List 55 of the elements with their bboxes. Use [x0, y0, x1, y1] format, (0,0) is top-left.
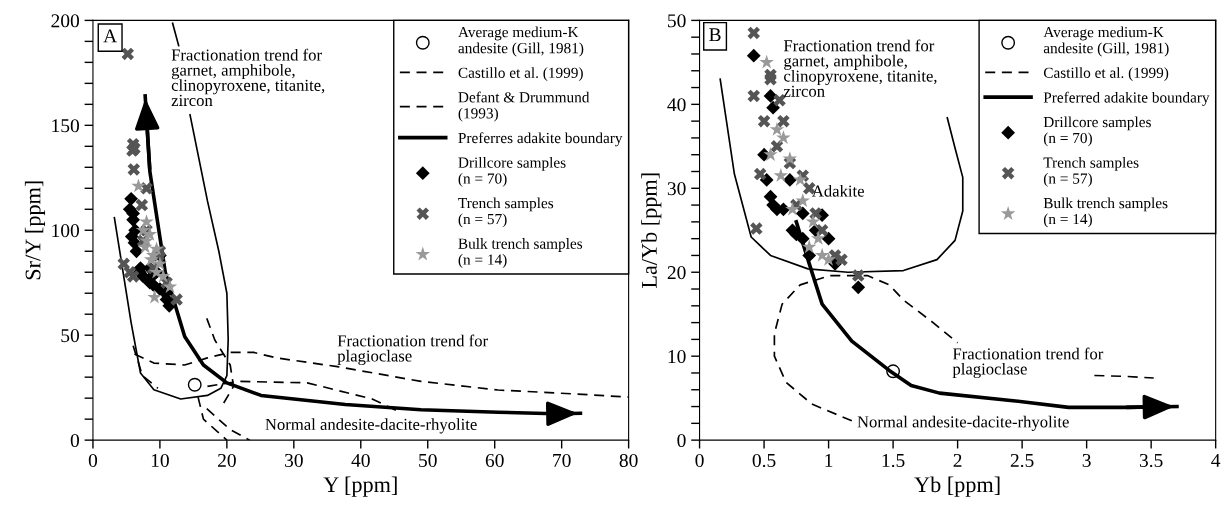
legend-label: Trench samples (n = 57) — [1043, 156, 1139, 187]
y-axis-title: Sr/Y [ppm] — [24, 181, 46, 280]
legend-label: Average medium-K andesite (Gill, 1981) — [1043, 26, 1169, 57]
annotation: Normal andesite-dacite-rhyolite — [857, 415, 1069, 431]
x-tick-label: 10 — [151, 453, 169, 468]
x-tick-label: 70 — [553, 453, 571, 468]
x-tick-label: 30 — [285, 453, 303, 468]
legend-label: Defant & Drummund (1993) — [458, 91, 590, 122]
y-tick-label: 40 — [667, 98, 686, 112]
x-tick-label: 40 — [351, 453, 370, 468]
legend-label: Drillcore samples (n = 70) — [1043, 116, 1151, 147]
legend-label: Castillo et al. (1999) — [458, 67, 583, 82]
annotation: B — [709, 28, 721, 42]
x-tick-label: 3.5 — [1139, 453, 1163, 468]
legend-label: Bulk trench samples (n = 14) — [458, 238, 583, 268]
legend-label: Trench samples (n = 57) — [458, 197, 554, 228]
x-tick-label: 2 — [953, 453, 962, 467]
legend-label: Bulk trench samples (n = 14) — [1043, 197, 1168, 228]
x-tick-label: 0 — [88, 453, 98, 468]
y-tick-label: 0 — [70, 433, 80, 448]
annotation: Fractionation trend for plagioclase — [337, 334, 488, 366]
y-tick-label: 20 — [667, 266, 686, 280]
legend-label: Drillcore samples (n = 70) — [458, 156, 566, 187]
y-tick-label: 200 — [51, 14, 80, 28]
x-tick-label: 60 — [485, 453, 504, 468]
x-tick-label: 1 — [825, 453, 833, 467]
y-tick-label: 10 — [668, 350, 686, 364]
y-tick-label: 150 — [52, 119, 80, 133]
x-tick-label: 1.5 — [882, 453, 905, 468]
legend-label: Average medium-K andesite (Gill, 1981) — [458, 26, 584, 57]
y-tick-label: 100 — [52, 224, 80, 238]
y-tick-label: 50 — [61, 329, 80, 343]
x-axis-title: Y [ppm] — [323, 476, 397, 497]
x-tick-label: 4 — [1211, 454, 1221, 467]
annotation: Fractionation trend for garnet, amphibole, clinopyroxene, titanite, zircon — [783, 39, 937, 97]
x-tick-label: 20 — [218, 453, 236, 468]
x-tick-label: 50 — [419, 453, 437, 468]
annotation: Adakite — [811, 184, 864, 197]
legend-label: Preferred adakite boundary — [1043, 91, 1210, 106]
x-axis-title: Yb [ppm] — [914, 476, 1000, 497]
legend-label: Castillo et al. (1999) — [1043, 67, 1169, 82]
annotation: Normal andesite-dacite-rhyolite — [265, 418, 477, 434]
x-tick-label: 0.5 — [752, 453, 776, 468]
y-axis-title: La/Yb [ppm] — [641, 173, 662, 288]
x-tick-label: 0 — [695, 453, 704, 468]
annotation: Fractionation trend for garnet, amphibole, clinopyroxene, titanite, zircon — [171, 48, 325, 107]
x-tick-label: 3 — [1082, 453, 1091, 468]
annotation: A — [103, 29, 118, 43]
y-tick-label: 0 — [677, 433, 686, 448]
y-tick-label: 50 — [668, 14, 686, 28]
annotation: Fractionation trend for plagioclase — [952, 347, 1104, 379]
x-tick-label: 80 — [619, 453, 638, 468]
legend-label: Preferres adakite boundary — [458, 132, 623, 147]
x-tick-label: 2.5 — [1010, 453, 1034, 468]
y-tick-label: 30 — [667, 182, 686, 196]
